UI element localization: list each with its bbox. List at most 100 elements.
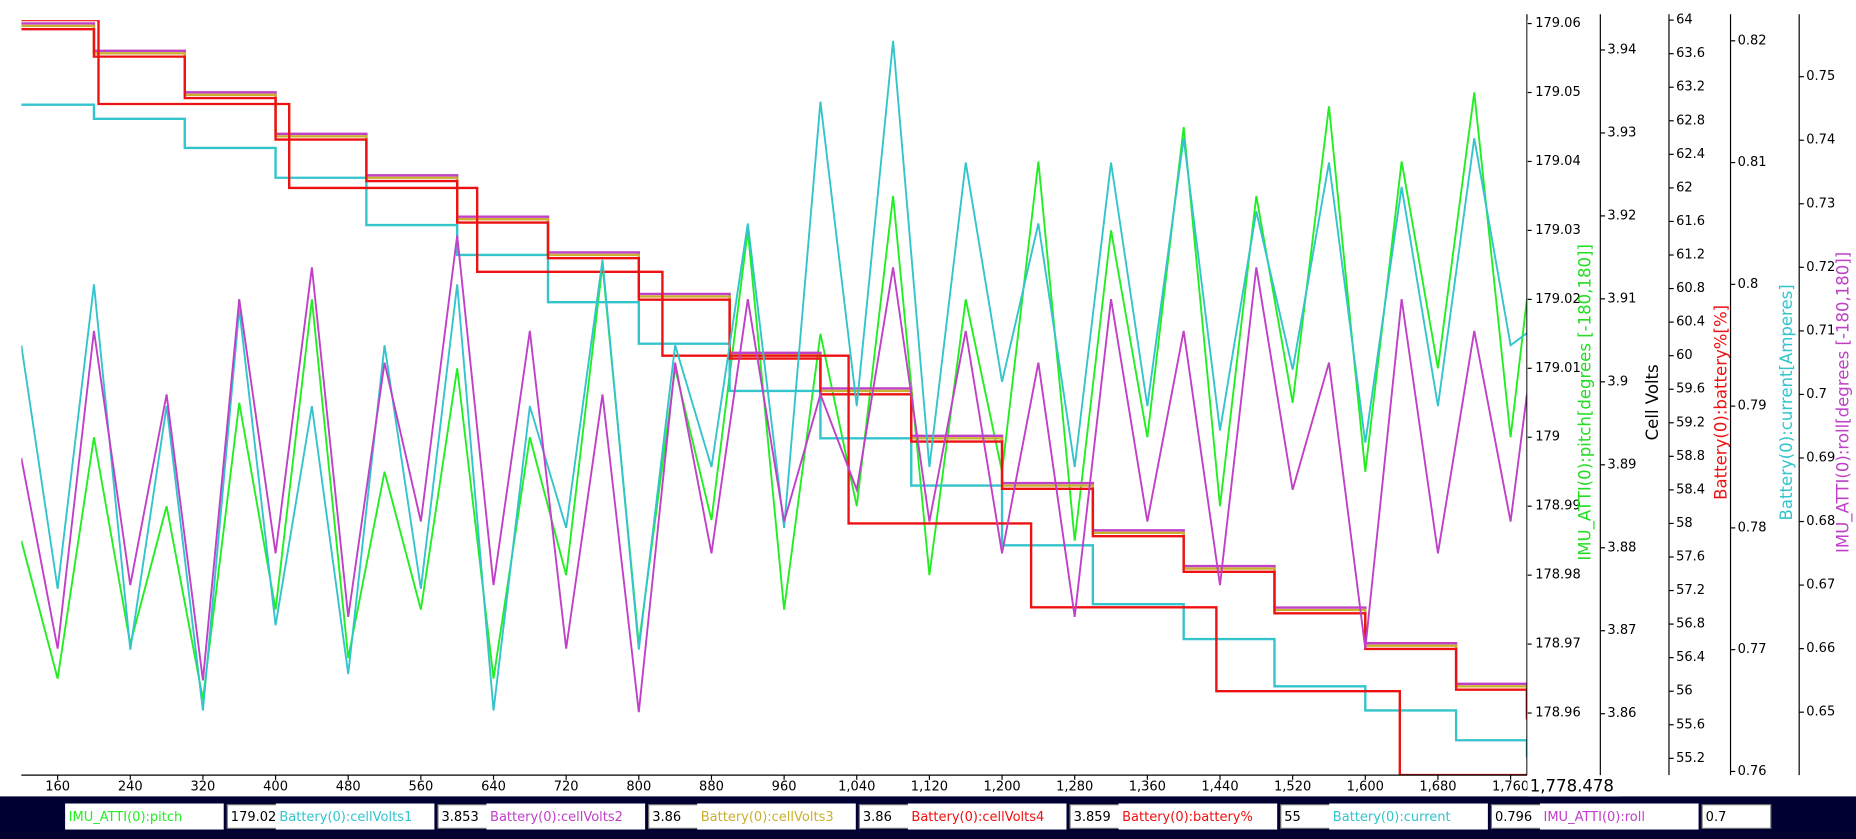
y-tick-label: 178.99 [1535,499,1581,514]
plot-area [21,20,1527,776]
y-tick-label: 0.68 [1806,514,1835,529]
y-tick-label: 63.2 [1676,80,1705,95]
x-tick-label: 1,280 [1056,779,1093,794]
y-tick-label: 60.8 [1676,281,1705,296]
x-tick-label: 1,040 [838,779,875,794]
y-tick-label: 58.4 [1676,482,1705,497]
y-tick-label: 58 [1676,516,1693,531]
x-tick-label: 880 [699,779,724,794]
readout-label-bg [697,803,856,830]
y-tick-label: 178.97 [1535,637,1581,652]
readout-value: 3.859 [1074,810,1111,825]
readout-label-bg [486,803,646,830]
x-tick-label: 1,200 [983,779,1020,794]
readout-name: Battery(0):current [1333,810,1451,825]
y-tick-label: 0.74 [1806,133,1835,148]
y-tick-label: 3.87 [1607,623,1636,638]
y-tick-label: 55.6 [1676,717,1705,732]
y-tick-label: 3.92 [1607,208,1636,223]
y-tick-label: 0.71 [1806,323,1835,338]
readout-name: Battery(0):battery% [1122,810,1253,825]
y-tick-label: 0.8 [1738,277,1759,292]
y-tick-label: 0.69 [1806,450,1835,465]
x-tick-label: 400 [263,779,288,794]
x-tick-label: 800 [626,779,651,794]
cursor-label: 1,778.478 [1530,776,1614,795]
y-tick-label: 179 [1535,430,1560,445]
y-tick-label: 0.76 [1738,764,1767,779]
readout-name: IMU_ATTI(0):roll [1544,810,1645,825]
y-tick-label: 59.2 [1676,415,1705,430]
axis-title: Battery(0):battery%[%] [1712,305,1731,500]
x-tick-label: 1,600 [1347,779,1384,794]
axis-title: IMU_ATTI(0):roll[degrees [-180,180]] [1834,252,1854,553]
readout-value: 3.86 [652,810,681,825]
y-tick-label: 60 [1676,348,1693,363]
y-tick-label: 0.7 [1806,387,1827,402]
x-tick-label: 960 [772,779,797,794]
series-line [21,235,1527,713]
readout-name: Battery(0):cellVolts4 [911,810,1044,825]
y-tick-label: 179.05 [1535,85,1581,100]
y-tick-label: 178.98 [1535,568,1581,583]
y-tick-label: 63.6 [1676,46,1705,61]
readout-value: 3.853 [442,810,479,825]
series-line [21,103,1527,758]
y-tick-label: 3.9 [1607,374,1628,389]
cursor-label-bg [1527,777,1620,797]
x-tick-label: 640 [481,779,506,794]
y-tick-label: 56 [1676,684,1693,699]
y-tick-label: 179.06 [1535,16,1581,31]
x-tick-label: 720 [554,779,579,794]
axis-title: Cell Volts [1643,364,1662,440]
y-tick-label: 0.81 [1738,155,1767,170]
axis-title: Battery(0):current[Amperes] [1777,284,1796,520]
readout-value-box [1701,804,1772,829]
x-tick-label: 160 [45,779,70,794]
y-tick-label: 0.67 [1806,578,1835,593]
x-tick-label: 480 [336,779,361,794]
y-tick-label: 0.75 [1806,69,1835,84]
readout-value: 0.796 [1495,810,1532,825]
y-tick-label: 56.8 [1676,617,1705,632]
y-tick-label: 3.86 [1607,706,1636,721]
series-line [21,40,1527,711]
readout-label-bg [1539,803,1699,830]
readout-label-bg [907,803,1067,830]
y-tick-label: 179.03 [1535,223,1581,238]
y-tick-label: 0.78 [1738,520,1767,535]
y-tick-label: 60.4 [1676,315,1705,330]
readout-name: IMU_ATTI(0):pitch [69,810,183,825]
y-tick-label: 62.4 [1676,147,1705,162]
readout-name: Battery(0):cellVolts1 [279,810,412,825]
readout-value: 3.86 [863,810,892,825]
y-tick-label: 61.6 [1676,214,1705,229]
y-tick-label: 58.8 [1676,449,1705,464]
x-tick-label: 1,520 [1274,779,1311,794]
y-tick-label: 0.79 [1738,399,1767,414]
readout-label-bg [275,803,435,830]
series-line [21,20,1527,776]
x-tick-label: 240 [118,779,143,794]
y-tick-label: 62 [1676,180,1693,195]
x-tick-label: 1,360 [1129,779,1166,794]
x-tick-label: 1,680 [1419,779,1456,794]
series-line [21,92,1527,700]
y-tick-label: 3.89 [1607,457,1636,472]
x-tick-label: 1,120 [911,779,948,794]
readout-label-bg [1118,803,1278,830]
y-tick-label: 59.6 [1676,382,1705,397]
axis-title: IMU_ATTI(0):pitch[degrees [-180,180]] [1576,244,1596,561]
x-tick-label: 320 [191,779,216,794]
y-tick-label: 57.6 [1676,549,1705,564]
y-tick-label: 62.8 [1676,113,1705,128]
y-tick-label: 61.2 [1676,248,1705,263]
y-tick-label: 0.65 [1806,705,1835,720]
y-tick-label: 0.72 [1806,260,1835,275]
y-tick-label: 178.96 [1535,706,1581,721]
x-tick-label: 1,440 [1201,779,1238,794]
y-tick-label: 179.04 [1535,154,1581,169]
readout-value: 179.02 [231,810,277,825]
y-tick-label: 0.66 [1806,641,1835,656]
